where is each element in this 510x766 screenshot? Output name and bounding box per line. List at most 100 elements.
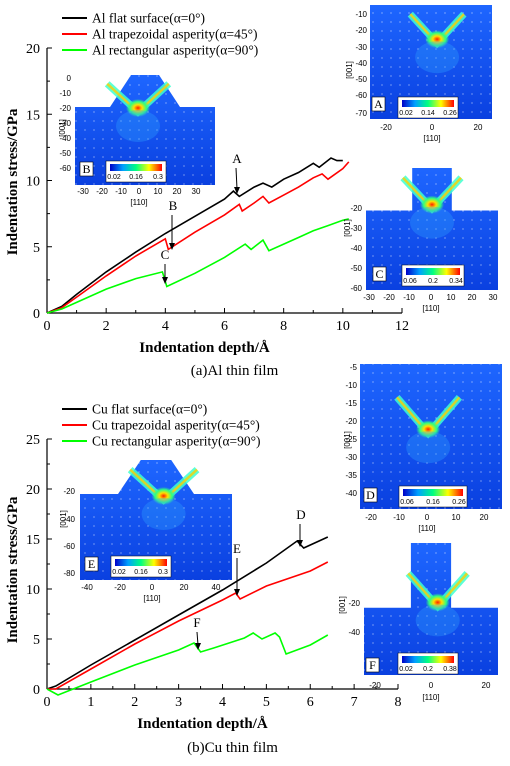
inset-x-tick: 20 [482, 681, 491, 690]
atom-lattice [80, 460, 232, 580]
series-line-0 [46, 157, 343, 314]
inset-x-tick: 20 [474, 123, 483, 132]
inset-y-tick: -20 [345, 417, 357, 426]
inset-y-tick: -40 [59, 134, 71, 143]
x-tick-label: 3 [175, 695, 182, 710]
inset-x-tick: 20 [480, 513, 489, 522]
legend-label: Cu rectangular asperity(α=90°) [92, 434, 261, 449]
inset-x-tick: -20 [383, 293, 395, 302]
colorbar-tick: 0.3 [158, 569, 168, 576]
inset-y-tick: -60 [63, 542, 75, 551]
inset-x-tick: -30 [77, 187, 89, 196]
legend-label: Al flat surface(α=0°) [92, 11, 205, 26]
inset-letter: F [369, 658, 376, 672]
md-snapshot-insets: A0.02 0.14 0.26-20 0 20-10-20-30-40-50-60-70… [58, 5, 502, 702]
inset-y-tick: -10 [345, 381, 357, 390]
y-axis-title: Indentation stress/GPa [5, 108, 21, 255]
annotation-label: A [232, 151, 242, 166]
y-tick-label: 0 [33, 307, 40, 322]
x-tick-label: 2 [103, 319, 110, 334]
x-tick-label: 12 [395, 319, 409, 334]
x-tick-label: 10 [336, 319, 350, 334]
annotation-label: C [161, 247, 170, 262]
colorbar-tick: 0.06 [400, 499, 414, 506]
inset-y-label: [001] [58, 119, 67, 137]
colorbar-tick: 0.34 [449, 278, 463, 285]
stress-hotspot [151, 487, 176, 505]
x-tick-label: 5 [263, 695, 270, 710]
x-axis-title: Indentation depth/Å [139, 340, 270, 356]
inset-y-label: [001] [338, 596, 347, 614]
stress-plume [116, 110, 160, 142]
stress-plume [415, 604, 460, 637]
inset-x-tick: 30 [489, 293, 498, 302]
colorbar [110, 164, 162, 171]
atom-lattice [370, 5, 492, 119]
figure-caption: (a)Al thin film [191, 363, 279, 379]
inset-B: B 0.02 0.16 0.3 -30 -20 -10 0 10 20 30 0 -10 -20 -30 -4… [58, 74, 215, 207]
legend-label: Al rectangular asperity(α=90°) [92, 43, 258, 58]
inset-x-tick: -20 [365, 513, 377, 522]
inset-x-label: [110] [422, 304, 439, 313]
inset-y-tick: -50 [350, 264, 362, 273]
colorbar [402, 100, 454, 107]
inset-y-tick: -5 [350, 363, 358, 372]
stress-hotspot [425, 593, 450, 612]
colorbar-tick: 0.06 [403, 278, 417, 285]
inset-y-tick: -50 [59, 149, 71, 158]
inset-letter-box [372, 266, 387, 282]
y-tick-label: 15 [26, 533, 40, 548]
x-tick-label: 6 [307, 695, 314, 710]
x-tick-label: 8 [395, 695, 402, 710]
inset-letter-box [84, 556, 99, 572]
inset-letter-box [79, 161, 94, 177]
inset-y-tick: -60 [350, 284, 362, 293]
x-tick-label: 1 [87, 695, 94, 710]
inset-x-tick: 10 [447, 293, 456, 302]
stress-plume [410, 206, 454, 239]
annotation-label: F [193, 615, 200, 630]
inset-y-tick: -35 [345, 471, 357, 480]
annotation-arrowhead [234, 589, 240, 596]
inset-letter: D [366, 488, 375, 502]
annotation-label: B [169, 198, 178, 213]
inset-y-tick: -40 [345, 489, 357, 498]
inset-y-tick: -30 [355, 43, 367, 52]
inset-y-tick: -30 [350, 224, 362, 233]
inset-letter: E [88, 557, 95, 571]
inset-y-tick: -70 [355, 109, 367, 118]
inset-y-tick: -10 [59, 89, 71, 98]
inset-x-tick: -10 [115, 187, 127, 196]
inset-y-tick: -20 [350, 204, 362, 213]
inset-y-tick: -10 [355, 10, 367, 19]
inset-y-tick: -30 [59, 119, 71, 128]
inset-x-tick: -20 [96, 187, 108, 196]
y-tick-label: 10 [26, 175, 40, 190]
inset-x-tick: -10 [403, 293, 415, 302]
colorbar [115, 559, 167, 566]
inset-y-label: [001] [343, 219, 352, 237]
stress-hotspot [420, 195, 444, 214]
legend-label: Al trapezoidal asperity(α=45°) [92, 27, 258, 42]
inset-x-tick: -30 [363, 293, 375, 302]
annotation-arrowhead [234, 187, 240, 194]
inset-F: F 0.02 0.2 0.38 -20 0 20 -20 -40 [001] [110] [338, 543, 498, 702]
annotation-label: E [233, 541, 241, 556]
annotation-label: D [296, 507, 305, 522]
y-tick-label: 5 [33, 241, 40, 256]
legend-label: Cu trapezoidal asperity(α=45°) [92, 418, 260, 433]
inset-y-tick: -40 [63, 515, 75, 524]
inset-x-label: [110] [423, 134, 440, 143]
stress-plume [406, 431, 451, 464]
inset-y-tick: -25 [345, 435, 357, 444]
colorbar [406, 268, 460, 275]
x-tick-label: 7 [351, 695, 358, 710]
inset-y-tick: -40 [355, 59, 367, 68]
inset-y-label: [001] [59, 510, 68, 528]
inset-C: C 0.06 0.2 0.34 -30 -20 -10 0 10 20 30 -20 -30 -40 -50… [343, 168, 498, 313]
inset-x-tick: 30 [192, 187, 201, 196]
atom-lattice [75, 75, 215, 185]
inset-x-tick: 0 [429, 681, 434, 690]
inset-x-tick: 10 [452, 513, 461, 522]
inset-letter-box [365, 657, 380, 673]
